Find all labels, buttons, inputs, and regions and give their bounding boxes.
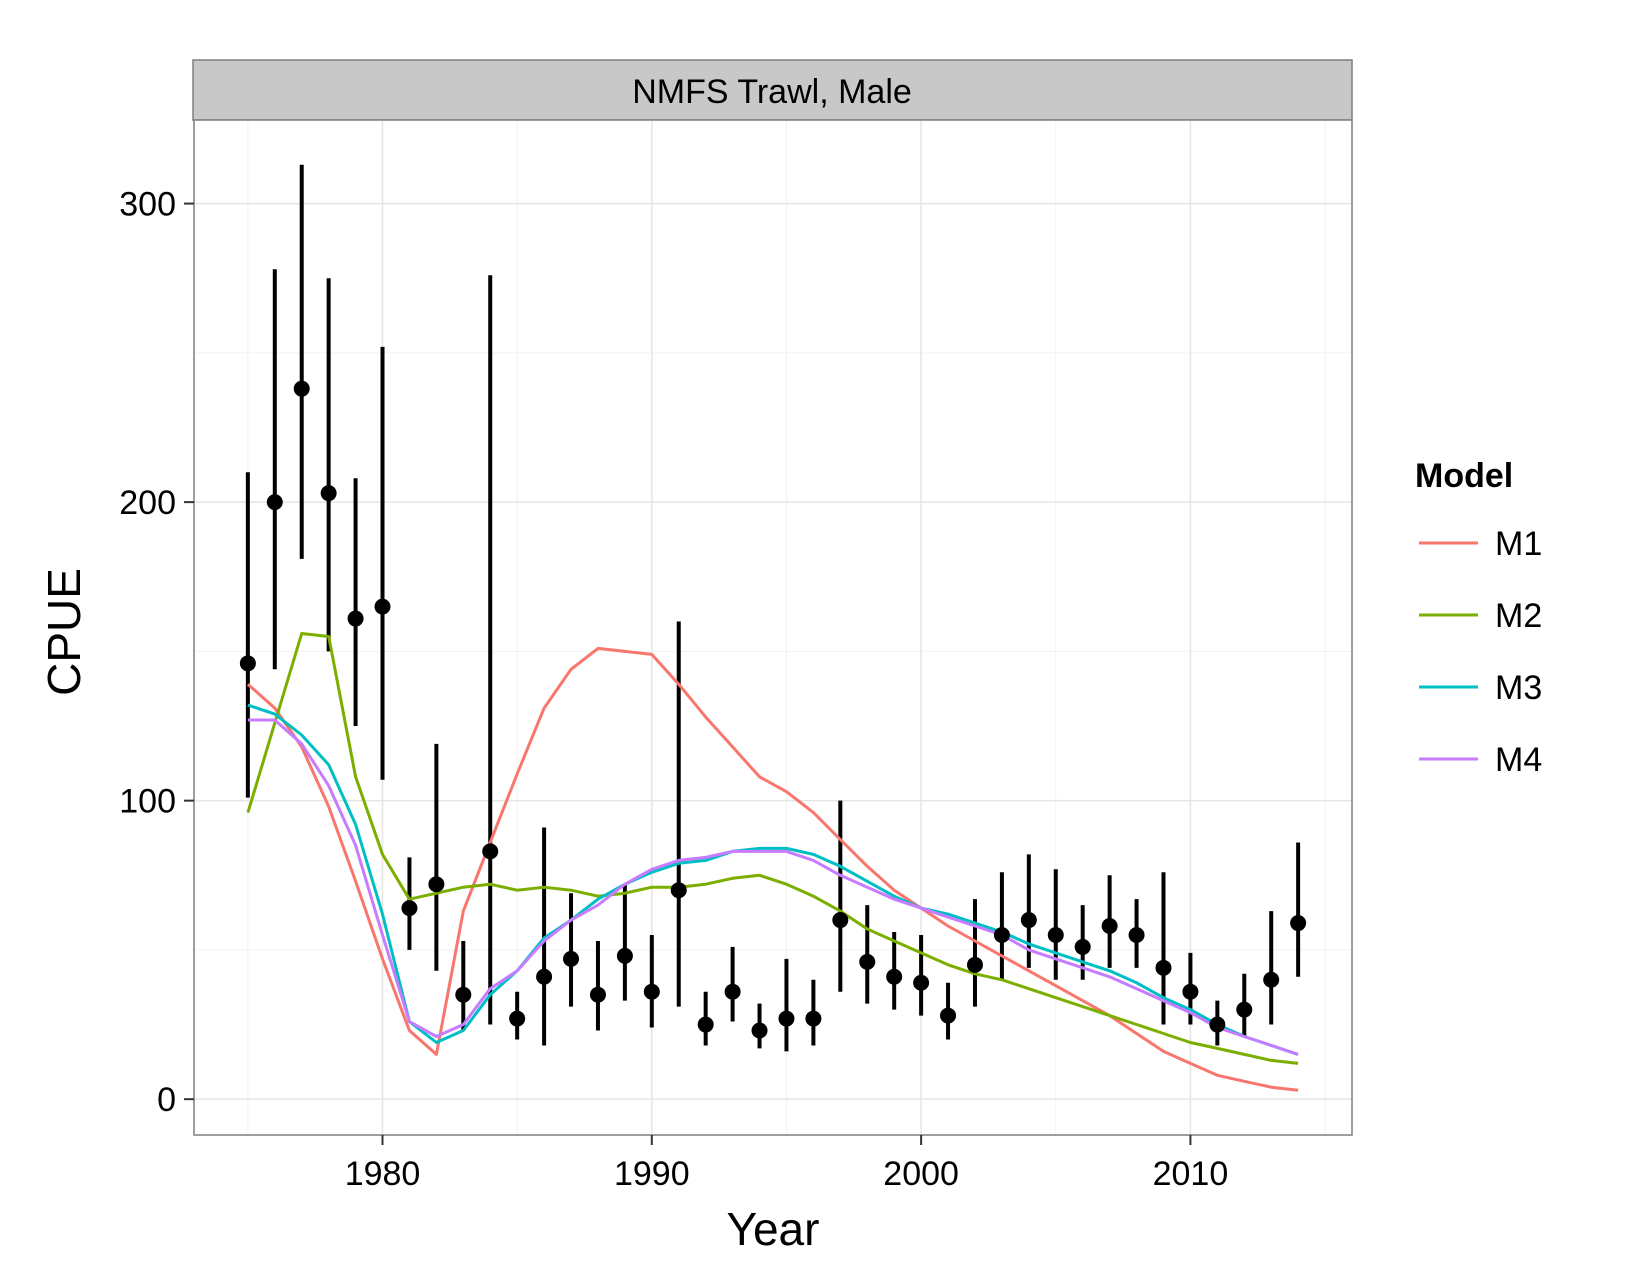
y-axis: 0 100 200 300 [119, 186, 194, 1119]
data-point [966, 956, 983, 973]
plot-panel [194, 120, 1352, 1135]
data-point [293, 380, 310, 397]
data-point [643, 983, 660, 1000]
data-point [940, 1007, 957, 1024]
plot-panel-border [193, 119, 1353, 1136]
data-point [697, 1016, 714, 1033]
data-point [1236, 1001, 1253, 1018]
data-point [993, 926, 1010, 943]
facet-title: NMFS Trawl, Male [632, 73, 912, 111]
legend-label-m1: M1 [1495, 525, 1542, 563]
series-line-m1 [246, 646, 1299, 1092]
data-point [509, 1010, 526, 1027]
legend-label-m4: M4 [1495, 741, 1542, 779]
y-tick-label: 300 [119, 186, 176, 224]
data-point [266, 494, 283, 511]
data-point [751, 1022, 768, 1039]
data-point [616, 947, 633, 964]
data-point [859, 953, 876, 970]
series-line-m4 [247, 718, 1299, 1056]
data-point [886, 968, 903, 985]
legend-label-m2: M2 [1495, 597, 1542, 635]
data-point [428, 876, 445, 893]
data-point [1128, 926, 1145, 943]
data-point [1047, 926, 1064, 943]
data-point [832, 912, 849, 929]
data-point [536, 968, 553, 985]
legend-title: Model [1415, 457, 1513, 495]
data-point [670, 882, 687, 899]
x-tick-label: 2000 [883, 1155, 959, 1193]
data-point [805, 1010, 822, 1027]
data-point [1101, 918, 1118, 935]
data-point [589, 986, 606, 1003]
facet-strip: NMFS Trawl, Male [192, 59, 1353, 121]
data-point [1209, 1016, 1226, 1033]
data-point [455, 986, 472, 1003]
data-point [778, 1010, 795, 1027]
data-point [563, 950, 580, 967]
data-point [401, 900, 418, 917]
data-point [1182, 983, 1199, 1000]
data-point [347, 610, 364, 627]
data-point [1155, 959, 1172, 976]
legend-label-m3: M3 [1495, 669, 1542, 707]
data-point [482, 843, 499, 860]
data-point [1263, 971, 1280, 988]
data-point [1074, 938, 1091, 955]
data-point [374, 598, 391, 615]
data-point [913, 974, 930, 991]
data-point [724, 983, 741, 1000]
data-point [1290, 915, 1307, 932]
x-axis: 1980 1990 2000 2010 [345, 1135, 1229, 1193]
data-point [320, 485, 337, 502]
observed-points [239, 380, 1307, 1039]
x-tick-label: 2010 [1153, 1155, 1229, 1193]
x-tick-label: 1990 [614, 1155, 690, 1193]
x-tick-label: 1980 [345, 1155, 421, 1193]
y-tick-label: 100 [119, 783, 176, 821]
legend: Model M1 M2 M3 M4 [1415, 457, 1542, 779]
data-point [1020, 912, 1037, 929]
series-line-m2 [246, 632, 1299, 1065]
data-point [239, 655, 256, 672]
facet-strip-background [192, 59, 1353, 121]
series-line-m3 [247, 703, 1299, 1056]
y-tick-label: 0 [157, 1081, 176, 1119]
y-tick-label: 200 [119, 484, 176, 522]
y-axis-label: CPUE [38, 568, 90, 696]
model-lines [246, 632, 1299, 1092]
x-axis-label: Year [727, 1203, 820, 1255]
